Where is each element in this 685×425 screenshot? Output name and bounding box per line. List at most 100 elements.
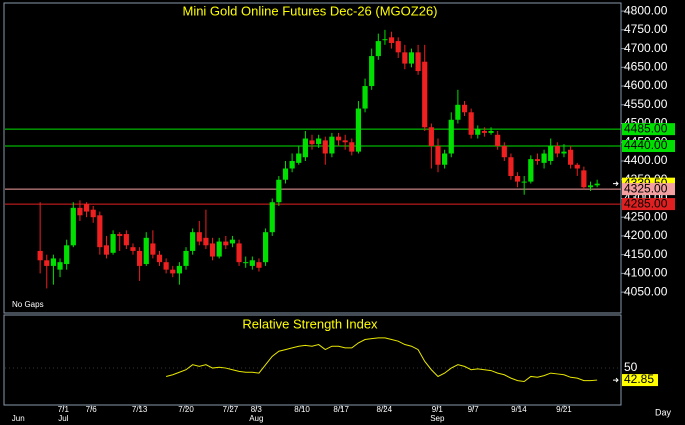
last-label-bg <box>622 374 658 387</box>
candle-body <box>282 168 289 180</box>
level-label: 4325.00 <box>624 181 668 195</box>
note: No Gaps <box>12 300 44 309</box>
candle-body <box>103 245 110 255</box>
candle-body <box>90 209 96 218</box>
candle-body <box>97 215 103 248</box>
y-tick-label: 50 <box>624 360 638 374</box>
candle-body <box>70 207 76 246</box>
level-label: 4485.00 <box>624 121 668 135</box>
level-label: 4440.00 <box>624 138 668 152</box>
candle-body <box>209 243 216 257</box>
y-tick-label: 4100.00 <box>624 266 668 280</box>
candle-body <box>335 136 342 141</box>
candle-body <box>137 250 143 266</box>
candle-body <box>375 41 381 57</box>
candle-body <box>408 52 415 64</box>
candle-body <box>176 265 182 274</box>
candle-body <box>256 262 262 268</box>
candle-body <box>402 52 408 64</box>
candle-body <box>322 140 328 154</box>
candle-body <box>495 134 501 147</box>
candle-body <box>117 234 123 236</box>
y-tick-label: 4800.00 <box>624 3 668 17</box>
level-label-bg <box>622 198 675 211</box>
candle-body <box>296 153 302 163</box>
x-tick-label: 8/17 <box>333 405 349 414</box>
candle-body <box>481 131 488 133</box>
y-tick-label: 4200.00 <box>624 228 668 242</box>
y-tick-label: 4150.00 <box>624 247 668 261</box>
x-tick-label: 7/6 <box>86 405 98 414</box>
candle-body <box>428 127 434 147</box>
x-tick-label: 8/3 <box>251 405 263 414</box>
candle-body <box>534 159 541 161</box>
y-tick-label: 4750.00 <box>624 22 668 36</box>
candle-body <box>57 262 63 270</box>
y-tick-label: 4700.00 <box>624 41 668 55</box>
candle-body <box>329 136 335 154</box>
level-label: 4285.00 <box>624 196 668 210</box>
month-label: Aug <box>249 414 263 423</box>
candle-body <box>223 241 229 246</box>
y-tick-label: 4550.00 <box>624 97 668 111</box>
candle-body <box>362 86 368 109</box>
candle-body <box>548 146 554 161</box>
candle-body <box>415 52 421 72</box>
candle-body <box>475 129 481 135</box>
level-label-bg <box>622 140 675 153</box>
price-panel <box>3 2 622 314</box>
last-arrow <box>613 377 619 383</box>
candle-body <box>316 138 322 145</box>
candle-body <box>587 185 594 188</box>
candle-body <box>435 146 441 165</box>
candle-body <box>508 157 514 176</box>
candle-body <box>554 146 560 154</box>
candle-body <box>355 108 362 152</box>
candle-body <box>276 179 282 203</box>
x-tick-label: 9/7 <box>468 405 480 414</box>
x-tick-label: 8/24 <box>376 405 392 414</box>
month-label: Jun <box>12 414 25 423</box>
rsi-panel <box>3 314 622 406</box>
candle-body <box>388 37 395 43</box>
candle-body <box>528 159 534 182</box>
level-label-bg <box>622 123 675 136</box>
candle-body <box>514 175 521 182</box>
candle-body <box>262 232 269 263</box>
candle-body <box>196 232 202 242</box>
chart-title: Mini Gold Online Futures Dec-26 (MGOZ26) <box>182 3 437 18</box>
x-tick-label: 7/13 <box>132 405 148 414</box>
candle-body <box>349 142 355 152</box>
candle-body <box>156 254 163 263</box>
candle-body <box>568 149 574 165</box>
x-tick-label: 7/27 <box>223 405 239 414</box>
candle-body <box>44 260 50 266</box>
x-tick-label: 7/1 <box>58 405 70 414</box>
candle-body <box>236 243 242 263</box>
level-arrow <box>613 181 619 187</box>
candle-body <box>461 104 468 113</box>
candle-body <box>216 241 222 257</box>
candle-body <box>130 247 136 251</box>
candle-body <box>501 146 507 158</box>
month-label: Sep <box>430 414 445 423</box>
candle-body <box>150 243 156 255</box>
candle-body <box>488 131 494 133</box>
candle-body <box>382 39 388 41</box>
candle-body <box>163 262 169 270</box>
candle-body <box>123 234 129 246</box>
candle-body <box>203 237 209 246</box>
candle-body <box>289 160 295 169</box>
month-label: Jul <box>58 414 68 423</box>
candle-body <box>468 112 474 135</box>
candle-body <box>395 41 401 53</box>
x-tick-label: 7/20 <box>178 405 194 414</box>
level-label-bg <box>622 183 675 196</box>
rsi-title: Relative Strength Index <box>242 316 378 331</box>
candle-body <box>110 234 116 253</box>
candle-body <box>64 245 70 265</box>
candle-body <box>455 104 461 120</box>
candle-body <box>190 232 196 251</box>
y-tick-label: 4050.00 <box>624 284 668 298</box>
